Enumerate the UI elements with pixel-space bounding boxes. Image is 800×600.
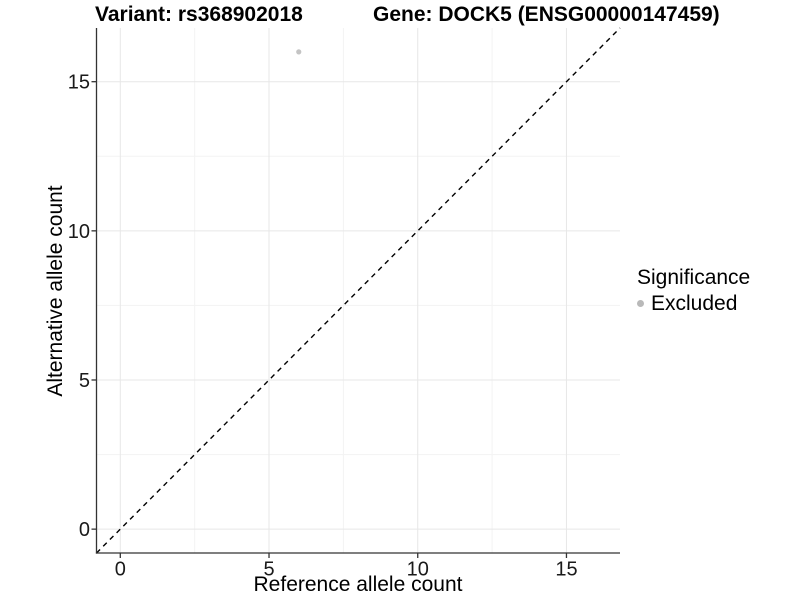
y-axis-title: Alternative allele count [44, 185, 67, 397]
plot-title-gene: Gene: DOCK5 (ENSG00000147459) [373, 3, 720, 26]
identity-dashed-line [96, 27, 621, 554]
y-tick-label: 0 [79, 519, 90, 541]
x-axis-title: Reference allele count [253, 573, 463, 596]
legend-item-label: Excluded [651, 292, 738, 315]
y-tick-label: 15 [68, 72, 90, 94]
y-tick-label: 10 [68, 221, 90, 243]
legend-item-excluded: Excluded [637, 291, 750, 316]
x-tick-label: 0 [115, 559, 126, 581]
x-tick-label: 5 [263, 559, 274, 581]
plot-title-variant: Variant: rs368902018 [95, 3, 303, 26]
x-tick-label: 15 [555, 559, 577, 581]
y-tick-label: 5 [79, 370, 90, 392]
data-point [296, 49, 302, 55]
x-tick-label: 10 [407, 559, 429, 581]
legend-point-icon [637, 300, 644, 307]
legend-title: Significance [637, 266, 751, 289]
legend: Significance Excluded [637, 265, 750, 316]
